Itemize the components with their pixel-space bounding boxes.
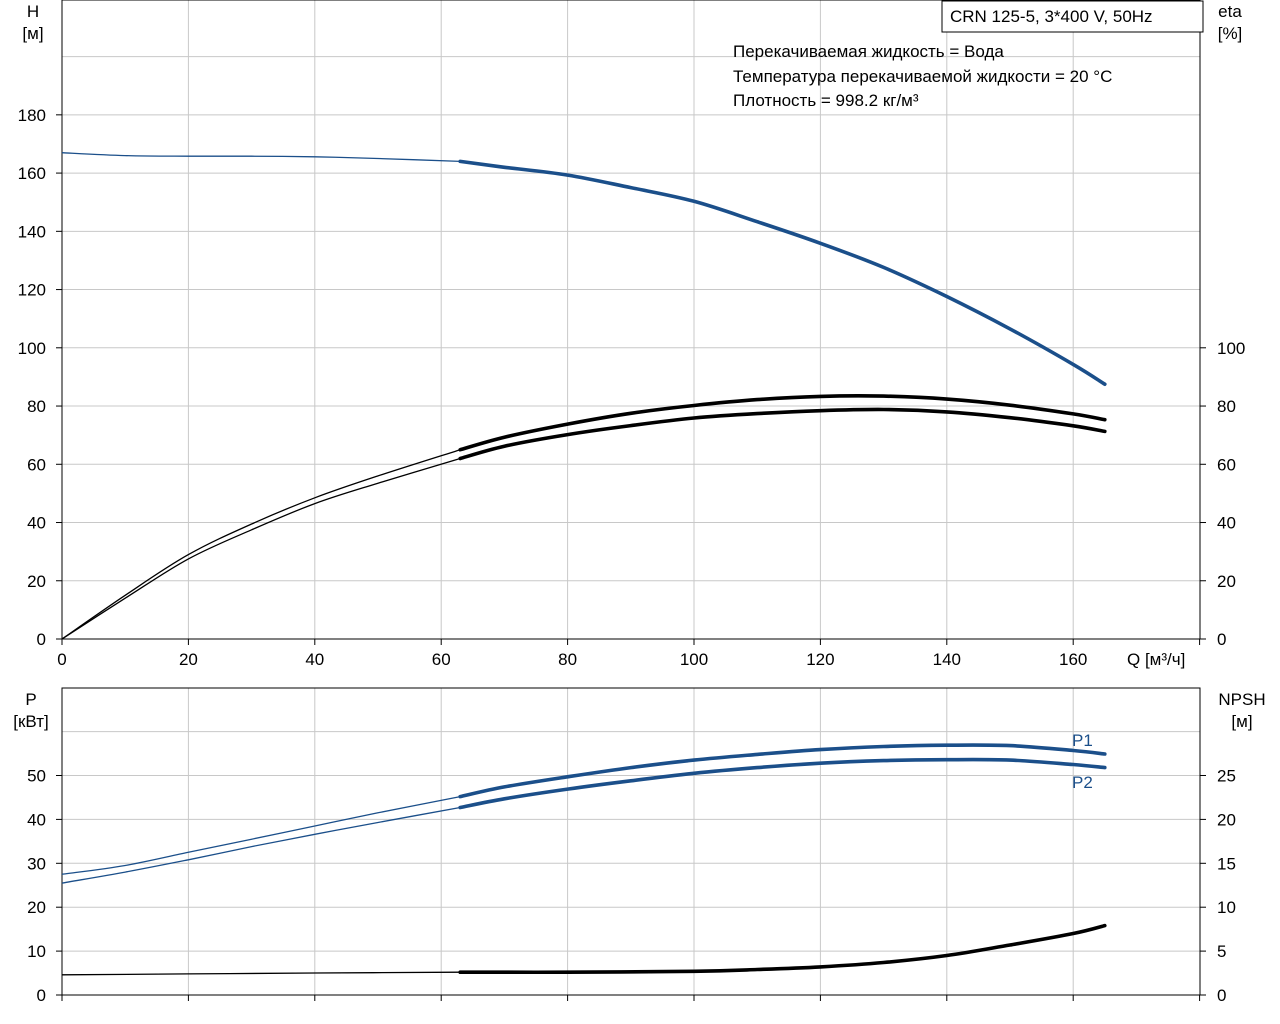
y-tick-label-head: 60 xyxy=(27,455,46,474)
x-tick-label: 140 xyxy=(933,650,961,669)
x-tick-label: 120 xyxy=(806,650,834,669)
y-tick-label-eta: 0 xyxy=(1217,630,1226,649)
head-curve-operating xyxy=(458,159,1107,386)
x-tick-label: 100 xyxy=(680,650,708,669)
y-tick-label-eta: 100 xyxy=(1217,339,1245,358)
annotation-temperature: Температура перекачиваемой жидкости = 20… xyxy=(733,67,1112,86)
y-axis-unit-npsh: [м] xyxy=(1231,712,1252,731)
y-tick-label-npsh: 20 xyxy=(1217,810,1236,829)
y-tick-label-npsh: 5 xyxy=(1217,942,1226,961)
x-tick-label: 0 xyxy=(57,650,66,669)
bottom-panel-series xyxy=(61,743,1107,976)
y-tick-label-eta: 20 xyxy=(1217,572,1236,591)
x-tick-label: 80 xyxy=(558,650,577,669)
model-title: CRN 125-5, 3*400 V, 50Hz xyxy=(950,7,1153,26)
eta-upper-curve-extended xyxy=(61,449,461,640)
top-panel-frame xyxy=(61,0,1201,640)
axis-ticks xyxy=(56,114,1206,1001)
annotation-liquid: Перекачиваемая жидкость = Вода xyxy=(733,42,1004,61)
y-axis-unit-eta: [%] xyxy=(1218,24,1243,43)
y-axis-unit-power: [кВт] xyxy=(13,712,48,731)
y-tick-label-npsh: 10 xyxy=(1217,898,1236,917)
y-tick-label-power: 50 xyxy=(27,767,46,786)
top-panel-series xyxy=(61,152,1107,640)
y-tick-label-head: 180 xyxy=(18,106,46,125)
x-tick-label: 40 xyxy=(305,650,324,669)
y-tick-label-head: 160 xyxy=(18,164,46,183)
y-tick-label-head: 20 xyxy=(27,572,46,591)
x-tick-label: 20 xyxy=(179,650,198,669)
P1-curve-operating xyxy=(458,743,1107,799)
y-tick-label-head: 40 xyxy=(27,514,46,533)
tick-labels: 0 20 40 60 80 100 120 140 1600204060801001201401… xyxy=(18,106,1246,1005)
y-axis-title-power: P xyxy=(25,690,36,709)
y-tick-label-power: 10 xyxy=(27,942,46,961)
y-tick-label-head: 80 xyxy=(27,397,46,416)
P1-curve-extended xyxy=(61,795,461,875)
y-axis-title-head: H xyxy=(27,2,39,21)
NPSH-curve-extended xyxy=(61,971,461,976)
p1-curve-label: P1 xyxy=(1072,731,1093,750)
NPSH-curve-operating xyxy=(458,923,1107,975)
conditions-annotation: Перекачиваемая жидкость = Вода Температу… xyxy=(733,42,1112,110)
p2-curve-label: P2 xyxy=(1072,773,1093,792)
top-panel-grid xyxy=(62,0,1200,639)
y-axis-unit-head: [м] xyxy=(22,24,43,43)
annotation-density: Плотность = 998.2 кг/м³ xyxy=(733,91,919,110)
x-tick-label: 60 xyxy=(432,650,451,669)
x-tick-label: 160 xyxy=(1059,650,1087,669)
y-tick-label-npsh: 0 xyxy=(1217,986,1226,1005)
y-tick-label-power: 0 xyxy=(37,986,46,1005)
P2-curve-extended xyxy=(61,806,461,884)
y-axis-title-eta: eta xyxy=(1218,2,1242,21)
bottom-panel-grid xyxy=(62,688,1200,995)
y-tick-label-head: 120 xyxy=(18,281,46,300)
y-tick-label-head: 100 xyxy=(18,339,46,358)
model-title-box xyxy=(941,0,1204,33)
y-tick-label-power: 30 xyxy=(27,854,46,873)
y-axis-title-npsh: NPSH xyxy=(1218,690,1265,709)
head-curve-extended xyxy=(61,152,461,163)
bottom-panel-frame xyxy=(61,687,1201,996)
eta-lower-curve-operating xyxy=(458,407,1107,461)
y-tick-label-npsh: 25 xyxy=(1217,767,1236,786)
P2-curve-operating xyxy=(458,757,1107,810)
y-tick-label-power: 40 xyxy=(27,810,46,829)
y-tick-label-power: 20 xyxy=(27,898,46,917)
y-tick-label-head: 140 xyxy=(18,222,46,241)
y-tick-label-head: 0 xyxy=(37,630,46,649)
x-axis-title: Q [м³/ч] xyxy=(1127,650,1185,669)
eta-upper-curve-operating xyxy=(458,394,1107,452)
y-tick-label-eta: 80 xyxy=(1217,397,1236,416)
eta-lower-curve-extended xyxy=(61,457,461,640)
y-tick-label-npsh: 15 xyxy=(1217,854,1236,873)
y-tick-label-eta: 40 xyxy=(1217,514,1236,533)
y-tick-label-eta: 60 xyxy=(1217,455,1236,474)
